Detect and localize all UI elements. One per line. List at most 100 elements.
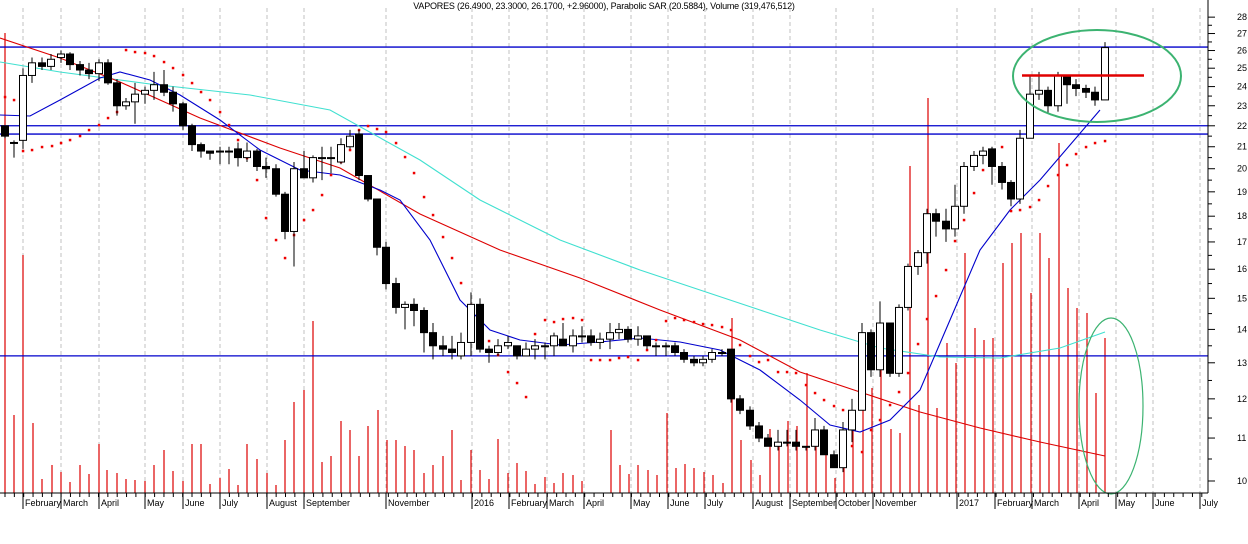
- candle-up[interactable]: [783, 441, 791, 444]
- candle-up[interactable]: [578, 335, 586, 338]
- candle-down[interactable]: [932, 213, 940, 222]
- candle-up[interactable]: [19, 74, 27, 141]
- candle-up[interactable]: [569, 335, 577, 347]
- candle-down[interactable]: [448, 348, 456, 354]
- candle-down[interactable]: [429, 332, 437, 347]
- candle-up[interactable]: [662, 345, 670, 348]
- candle-up[interactable]: [318, 157, 326, 160]
- candle-up[interactable]: [634, 335, 642, 340]
- candle-up[interactable]: [494, 345, 502, 354]
- candle-down[interactable]: [169, 91, 177, 105]
- candle-up[interactable]: [960, 165, 968, 207]
- candle-down[interactable]: [113, 82, 121, 107]
- candle-up[interactable]: [504, 341, 512, 347]
- candle-up[interactable]: [309, 157, 317, 179]
- candle-up[interactable]: [839, 429, 847, 469]
- candle-down[interactable]: [373, 198, 381, 248]
- candle-up[interactable]: [141, 89, 149, 95]
- candle-down[interactable]: [1082, 87, 1090, 93]
- candle-up[interactable]: [467, 303, 475, 343]
- candle-up[interactable]: [1101, 47, 1109, 101]
- candle-up[interactable]: [718, 352, 726, 355]
- candle-up[interactable]: [95, 62, 103, 75]
- candle-down[interactable]: [643, 335, 651, 347]
- candle-down[interactable]: [160, 84, 168, 93]
- candle-down[interactable]: [1, 125, 9, 137]
- candle-down[interactable]: [736, 398, 744, 411]
- candle-down[interactable]: [746, 409, 754, 427]
- candle-up[interactable]: [401, 303, 409, 308]
- candle-down[interactable]: [85, 69, 93, 75]
- candle-up[interactable]: [1026, 93, 1034, 139]
- candle-down[interactable]: [587, 335, 595, 343]
- candle-up[interactable]: [10, 141, 18, 144]
- candle-up[interactable]: [57, 53, 65, 59]
- candle-up[interactable]: [951, 205, 959, 230]
- candle-up[interactable]: [596, 338, 604, 343]
- candle-down[interactable]: [1072, 84, 1080, 89]
- candle-up[interactable]: [652, 345, 660, 348]
- candle-down[interactable]: [764, 437, 772, 447]
- candle-down[interactable]: [886, 322, 894, 374]
- candle-down[interactable]: [410, 303, 418, 311]
- candle-up[interactable]: [904, 265, 912, 308]
- candle-up[interactable]: [131, 93, 139, 103]
- candle-down[interactable]: [272, 168, 280, 195]
- candle-up[interactable]: [216, 150, 224, 153]
- candle-up[interactable]: [1016, 137, 1024, 200]
- candle-down[interactable]: [690, 358, 698, 364]
- candle-down[interactable]: [559, 338, 567, 347]
- candle-up[interactable]: [290, 168, 298, 232]
- candle-down[interactable]: [281, 193, 289, 232]
- candle-down[interactable]: [830, 454, 838, 469]
- candle-down[interactable]: [234, 148, 242, 159]
- candle-up[interactable]: [858, 332, 866, 411]
- candle-down[interactable]: [253, 150, 261, 167]
- candle-down[interactable]: [1007, 181, 1015, 200]
- candle-up[interactable]: [531, 345, 539, 350]
- candle-down[interactable]: [485, 348, 493, 354]
- candle-up[interactable]: [979, 150, 987, 156]
- candle-down[interactable]: [420, 309, 428, 334]
- candle-down[interactable]: [206, 150, 214, 154]
- candle-up[interactable]: [895, 306, 903, 374]
- candle-up[interactable]: [550, 335, 558, 347]
- candle-down[interactable]: [476, 303, 484, 350]
- candle-up[interactable]: [337, 144, 345, 163]
- candle-down[interactable]: [76, 64, 84, 71]
- candle-up[interactable]: [970, 154, 978, 167]
- candle-up[interactable]: [699, 358, 707, 364]
- candle-down[interactable]: [942, 220, 950, 230]
- candle-up[interactable]: [1035, 89, 1043, 95]
- candle-down[interactable]: [680, 352, 688, 360]
- candle-up[interactable]: [811, 429, 819, 447]
- candle-down[interactable]: [727, 348, 735, 400]
- candle-up[interactable]: [346, 135, 354, 148]
- candle-down[interactable]: [998, 165, 1006, 183]
- candle-up[interactable]: [923, 213, 931, 254]
- candle-up[interactable]: [457, 341, 465, 357]
- candle-up[interactable]: [28, 62, 36, 76]
- candle-down[interactable]: [1091, 91, 1099, 101]
- candle-up[interactable]: [848, 409, 856, 431]
- candle-up[interactable]: [802, 445, 810, 448]
- candle-up[interactable]: [774, 441, 782, 447]
- candle-up[interactable]: [522, 348, 530, 357]
- candle-down[interactable]: [867, 332, 875, 371]
- candle-up[interactable]: [327, 157, 335, 160]
- candle-up[interactable]: [225, 150, 233, 153]
- candle-down[interactable]: [197, 144, 205, 152]
- candle-up[interactable]: [541, 345, 549, 348]
- candle-down[interactable]: [104, 62, 112, 84]
- candle-down[interactable]: [671, 345, 679, 354]
- candle-up[interactable]: [606, 332, 614, 340]
- candle-down[interactable]: [513, 345, 521, 357]
- candle-up[interactable]: [914, 252, 922, 267]
- candle-up[interactable]: [708, 352, 716, 360]
- candle-down[interactable]: [38, 62, 46, 67]
- candle-down[interactable]: [755, 425, 763, 439]
- candle-up[interactable]: [150, 84, 158, 91]
- candle-down[interactable]: [624, 328, 632, 340]
- candle-up[interactable]: [876, 322, 884, 371]
- candle-down[interactable]: [364, 175, 372, 200]
